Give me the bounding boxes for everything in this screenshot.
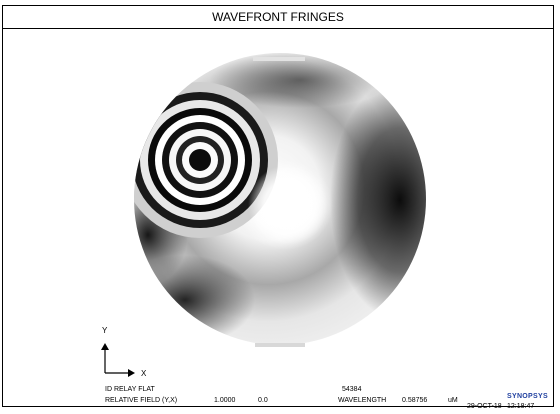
pupil-edge-bottom [255,343,305,347]
axis-indicator [101,343,135,377]
field-x-value: 0.0 [258,397,268,404]
lens-code: 54384 [342,386,362,393]
pupil-edge-top [253,57,305,61]
date-stamp: 29-OCT-18 [467,403,502,410]
pupil-map [134,53,426,345]
wavelength-value: 0.58756 [402,397,428,404]
wavelength-unit: uM [448,397,458,404]
synopsys-logo: SYNOPSYS [507,393,548,400]
axis-y-label: Y [102,326,108,335]
field-y-value: 1.0000 [214,397,236,404]
plot-title: WAVEFRONT FRINGES [3,6,553,29]
wavelength-label: WAVELENGTH [338,397,387,404]
axis-x-label: X [141,369,147,378]
lens-name: ID RELAY FLAT [105,386,155,393]
fringe-rings [134,82,278,238]
time-stamp: 12:18:47 [507,403,535,410]
relative-field-label: RELATIVE FIELD (Y,X) [105,397,178,404]
plot-frame: WAVEFRONT FRINGES [2,5,554,407]
